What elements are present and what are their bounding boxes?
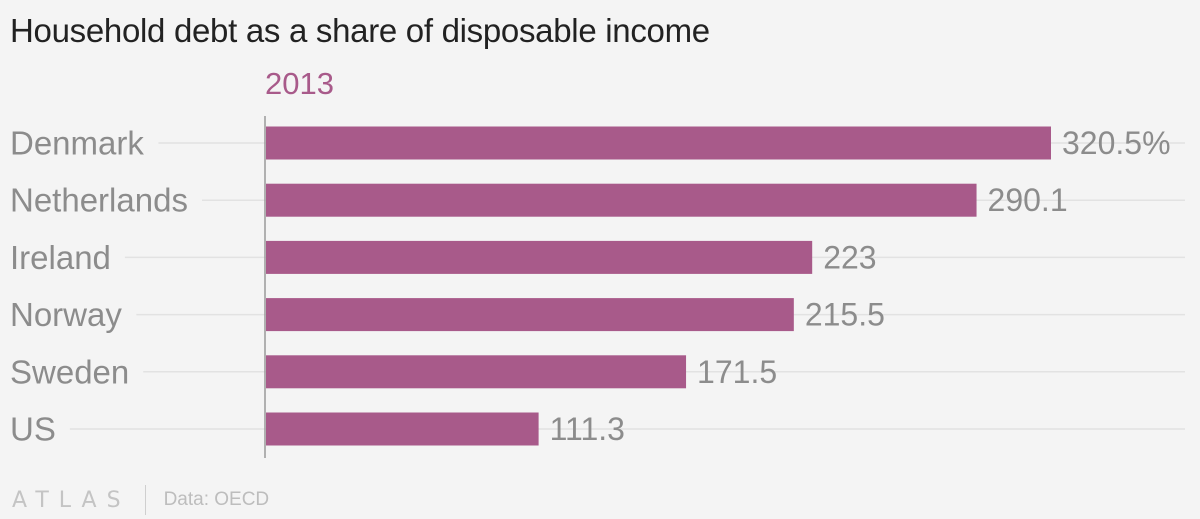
- atlas-logo: ATLAS: [12, 487, 131, 513]
- category-label-norway: Norway: [10, 296, 122, 333]
- category-label-us: US: [10, 411, 56, 448]
- chart-title: Household debt as a share of disposable …: [10, 12, 710, 49]
- value-label-norway: 215.5: [805, 297, 885, 333]
- bar-sweden: [266, 355, 687, 389]
- labels: Denmark 320.5% Netherlands 290.1 Ireland 223 N…: [10, 125, 1171, 448]
- bars: [266, 126, 1051, 446]
- value-label-us: 111.3: [550, 411, 625, 447]
- value-label-denmark: 320.5%: [1062, 125, 1171, 161]
- footer-divider: [144, 485, 146, 515]
- value-label-netherlands: 290.1: [988, 182, 1068, 218]
- footer: ATLAS Data: OECD: [12, 483, 269, 517]
- data-source: Data: OECD: [163, 489, 270, 510]
- category-label-sweden: Sweden: [10, 353, 129, 390]
- series-label-2013: 2013: [265, 66, 334, 101]
- bar-netherlands: [266, 183, 977, 217]
- category-label-denmark: Denmark: [10, 125, 144, 162]
- bar-ireland: [266, 240, 813, 274]
- value-label-ireland: 223: [823, 239, 876, 275]
- category-label-ireland: Ireland: [10, 239, 111, 276]
- category-label-netherlands: Netherlands: [10, 182, 188, 219]
- bar-us: [266, 412, 539, 446]
- value-label-sweden: 171.5: [697, 354, 777, 390]
- bar-norway: [266, 298, 794, 332]
- bar-denmark: [266, 126, 1051, 160]
